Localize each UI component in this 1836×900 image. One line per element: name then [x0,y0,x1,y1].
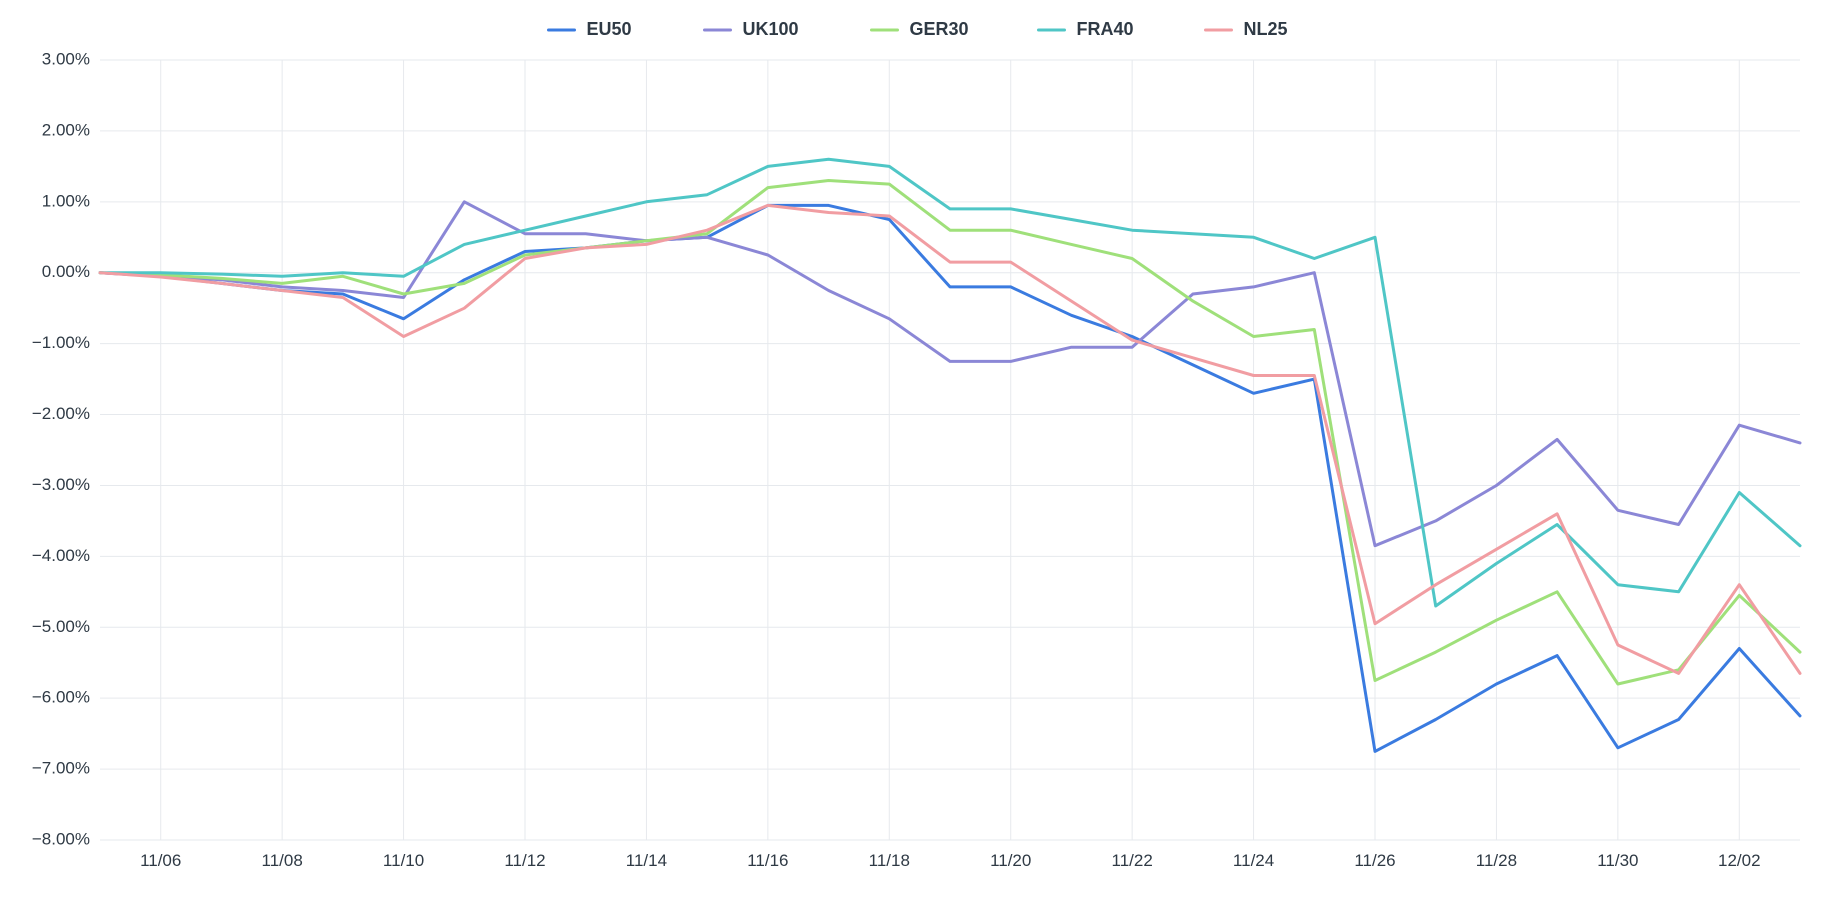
x-tick-label: 11/12 [504,851,545,870]
x-tick-label: 11/28 [1476,851,1517,870]
y-tick-label: −5.00% [32,617,90,636]
legend-label: GER30 [910,19,969,39]
x-tick-label: 11/30 [1597,851,1638,870]
x-tick-label: 11/14 [626,851,667,870]
x-tick-label: 11/08 [262,851,303,870]
x-tick-label: 11/24 [1233,851,1274,870]
y-tick-label: −6.00% [32,688,90,707]
x-tick-label: 11/10 [383,851,424,870]
x-tick-label: 11/26 [1354,851,1395,870]
x-tick-label: 11/16 [747,851,788,870]
x-tick-label: 11/20 [990,851,1031,870]
x-tick-label: 11/22 [1112,851,1153,870]
x-tick-label: 11/18 [869,851,910,870]
legend-label: EU50 [587,19,632,39]
legend-label: NL25 [1244,19,1288,39]
x-tick-label: 11/06 [140,851,181,870]
line-chart: −8.00% −7.00% −6.00% −5.00% −4.00% −3.00% −2.0… [0,0,1836,900]
y-tick-label: 0.00% [42,262,90,281]
y-tick-label: 2.00% [42,120,90,139]
y-tick-label: 1.00% [42,191,90,210]
y-tick-label: −3.00% [32,475,90,494]
y-tick-label: −8.00% [32,829,90,848]
y-tick-label: 3.00% [42,49,90,68]
y-tick-label: −7.00% [32,759,90,778]
y-tick-label: −2.00% [32,404,90,423]
legend-label: FRA40 [1077,19,1134,39]
chart-svg: −8.00% −7.00% −6.00% −5.00% −4.00% −3.00% −2.0… [0,0,1836,900]
x-tick-label: 12/02 [1718,851,1761,870]
legend-label: UK100 [743,19,799,39]
y-tick-label: −4.00% [32,546,90,565]
y-tick-label: −1.00% [32,333,90,352]
